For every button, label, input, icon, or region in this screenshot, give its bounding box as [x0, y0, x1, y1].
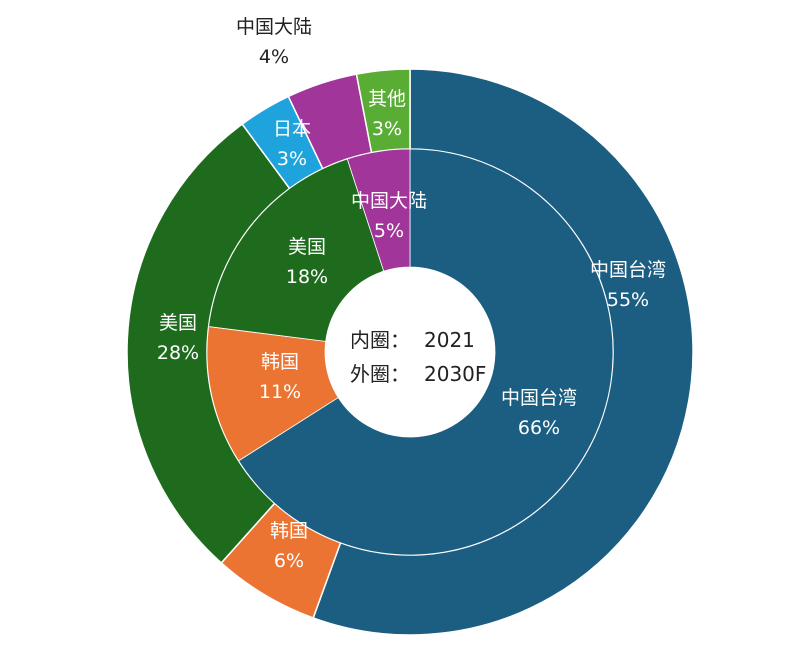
inner-slice-value-label: 66% [518, 417, 560, 439]
outer-slice-name-label: 韩国 [270, 520, 308, 542]
slice-labels: 中国台湾 66% 韩国 11% 美国 18% 中国大陆 5% 中国台湾 55% 韩国 6% 美国 28% 日… [157, 16, 666, 572]
outer-slice-value-label: 6% [274, 550, 304, 572]
outer-slice-name-label: 美国 [159, 312, 197, 334]
inner-ring-2021 [206, 148, 614, 556]
center-outer-value: 2030F [424, 362, 486, 386]
outer-slice-value-label: 4% [259, 46, 289, 68]
center-legend: 内圈： 2021 外圈： 2030F [350, 328, 486, 386]
outer-slice-value-label: 28% [157, 342, 199, 364]
inner-slice-name-label: 韩国 [261, 351, 299, 373]
outer-slice-value-label: 3% [372, 118, 402, 140]
inner-slice-name-label: 中国台湾 [501, 387, 577, 409]
center-outer-label: 外圈： [350, 362, 410, 386]
outer-slice-name-label: 中国台湾 [590, 259, 666, 281]
inner-slice-value-label: 11% [259, 381, 301, 403]
outer-slice-name-label: 日本 [273, 118, 311, 140]
outer-slice-value-label: 3% [277, 148, 307, 170]
inner-slice-value-label: 5% [374, 220, 404, 242]
outer-slice-value-label: 55% [607, 289, 649, 311]
center-inner-value: 2021 [424, 328, 475, 352]
center-inner-label: 内圈： [350, 328, 410, 352]
center-hole [325, 267, 495, 437]
inner-slice-value-label: 18% [286, 266, 328, 288]
inner-slice-name-label: 中国大陆 [351, 190, 427, 212]
outer-slice-name-label: 中国大陆 [236, 16, 312, 38]
outer-slice-name-label: 其他 [368, 88, 406, 110]
inner-slice-name-label: 美国 [288, 236, 326, 258]
